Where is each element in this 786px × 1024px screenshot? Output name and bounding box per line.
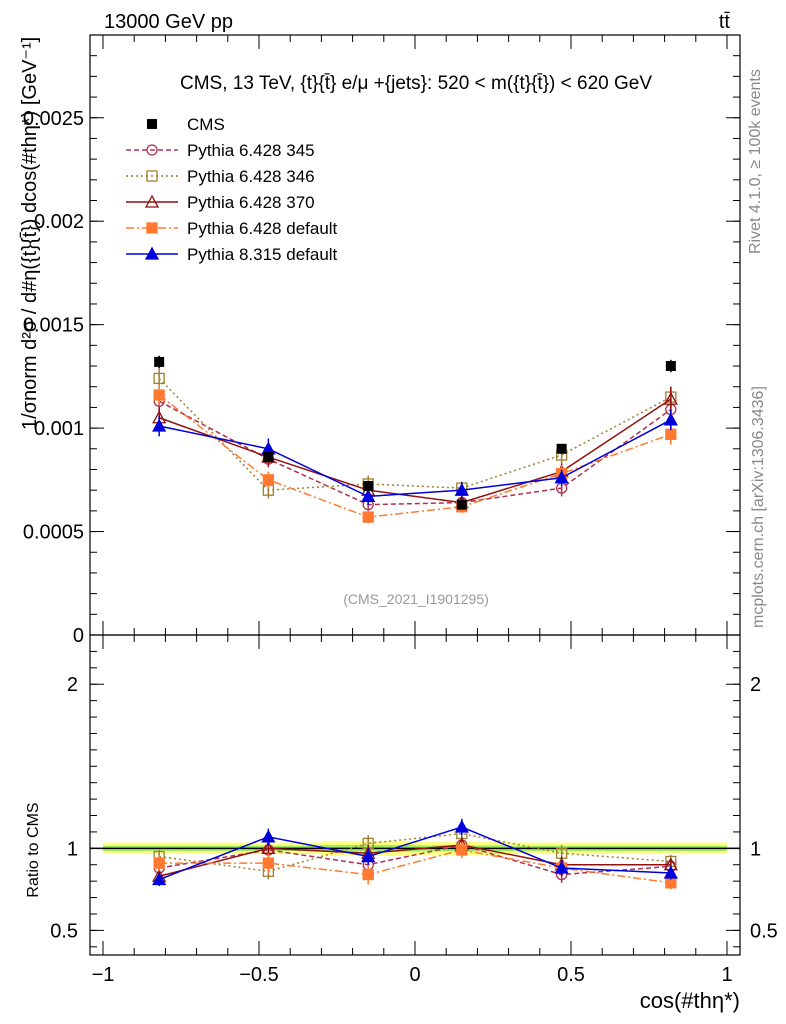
series-line [158,377,672,491]
ratio-point [456,844,468,856]
legend-marker [144,246,160,260]
data-point [663,412,678,426]
ratio-frame [89,634,741,956]
x-tick-label: 1 [721,964,732,986]
energy-label: 13000 GeV pp [104,11,233,33]
ratio-tick-label-right: 2 [750,674,761,696]
ylabel-text: 1/σnorm d²σ / d#η({t}{t̄}) dcos(#thη*) [… [19,37,41,430]
legend-marker [144,194,160,208]
legend-marker [146,170,158,182]
data-point [262,474,275,486]
legend-label: Pythia 6.428 370 [187,193,315,212]
data-point [663,391,678,405]
legend-label: Pythia 8.315 default [187,245,338,264]
ratio-point [153,857,165,869]
rivet-label: Rivet 4.1.0, ≥ 100k events [747,69,764,254]
cms-point [154,356,165,367]
ratio-series-4 [152,818,678,887]
ratio-point [454,819,469,833]
data-point [153,389,165,401]
legend: CMS Pythia 6.428 345 Pythia 6.428 346 Pythi… [126,115,338,264]
cms-point [363,481,374,492]
legend-entry-cms: CMS [147,115,225,134]
legend-entry-0: Pythia 6.428 345 [126,141,315,160]
main-panel: 0 0.0005 0.001 0.0015 0.002 0.0025 CMS, 13 Te… [23,34,741,647]
chart-title: CMS, 13 TeV, {t}{t̄} e/μ +{jets}: 520 < … [180,73,652,94]
legend-entry-4: Pythia 8.315 default [126,245,338,264]
ratio-line [159,832,671,873]
cms-data [154,355,676,510]
ratio-tick-label-right: 1 [750,838,761,860]
ratio-tick-label: 2 [67,674,78,696]
legend-label: Pythia 6.428 346 [187,167,315,186]
legend-entry-3: Pythia 6.428 default [126,219,338,238]
ratio-point [152,872,167,886]
ratio-point [262,857,275,869]
ratio-series [152,818,678,890]
cms-point [263,452,274,463]
mcplots-label: mcplots.cern.ch [arXiv:1306.3436] [750,386,767,628]
x-tick-label: −1 [92,964,115,986]
x-tick-label: 0 [409,964,420,986]
data-point [454,482,469,496]
series-line [158,394,672,518]
x-tick-label: −0.5 [239,964,278,986]
data-point [362,511,374,523]
ratio-tick-label: 1 [67,838,78,860]
ratio-point [361,849,376,863]
ratio-ylabel: Ratio to CMS [25,802,42,897]
ratio-line [159,849,671,884]
legend-marker [146,144,158,156]
data-point [152,418,167,432]
y-tick-label: 0.0025 [23,108,84,130]
ratio-point [362,868,374,881]
series-4 [152,409,678,505]
ratio-tick-label: 0.5 [50,920,78,942]
analysis-watermark: (CMS_2021_I1901295) [343,591,489,607]
y-tick-label: 0.0015 [23,315,84,337]
legend-marker [147,119,157,129]
main-axis-ticks: 0 0.0005 0.001 0.0015 0.002 0.0025 [23,34,740,647]
y-tick-label: 0.0005 [23,522,84,544]
ratio-point [663,865,678,879]
xlabel: cos(#thη*) [640,988,740,1013]
ratio-line [158,844,671,877]
legend-marker [146,222,158,234]
y-tick-label: 0.002 [34,211,84,233]
legend-label: Pythia 6.428 345 [187,141,315,160]
ratio-point [261,829,276,843]
series-1 [153,368,677,499]
series-line [158,400,672,506]
legend-entry-1: Pythia 6.428 346 [126,167,315,186]
ratio-tick-label-right: 0.5 [750,920,778,942]
data-point [153,372,165,385]
series-line [158,398,672,504]
legend-label: Pythia 6.428 default [187,219,338,238]
series-line [159,419,672,498]
ratio-line [158,826,671,881]
cms-point [456,499,467,510]
ratio-point [554,860,569,874]
legend-label: CMS [187,115,225,134]
y-tick-label: 0 [73,625,84,647]
process-label: tt̄ [719,11,731,33]
series-2 [152,386,678,509]
cms-point [556,443,567,454]
main-ylabel: 1/σnorm d²σ / d#η({t}{t̄}) dcos(#thη*) [… [19,37,41,430]
main-series [152,355,678,524]
data-point [665,428,677,440]
y-tick-label: 0.001 [34,418,84,440]
ratio-panel: −1 −0.5 0 0.5 1 0.5 0.5 1 1 2 2 [50,634,778,986]
ratio-axis-ticks: −1 −0.5 0 0.5 1 0.5 0.5 1 1 2 2 [50,635,778,986]
ratio-uncertainty-band [90,840,740,856]
x-tick-label: 0.5 [557,964,585,986]
cms-point [665,361,676,372]
data-point [554,470,569,484]
data-point [361,489,376,503]
legend-entry-2: Pythia 6.428 370 [126,193,315,212]
